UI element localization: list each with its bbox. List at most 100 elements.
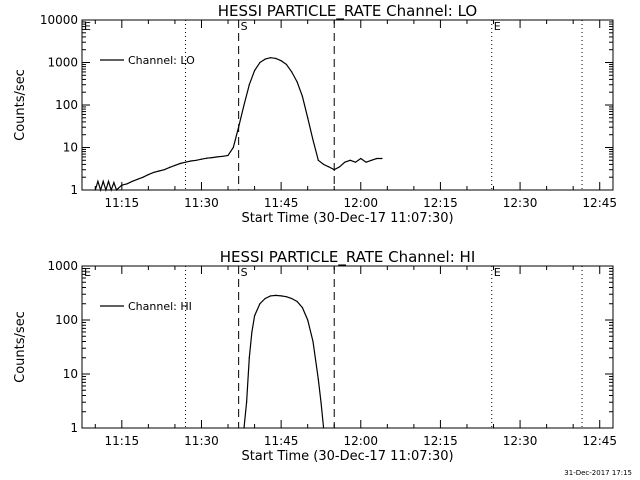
y-tick-label: 100: [55, 98, 78, 112]
data-point: [254, 69, 256, 72]
marker-label: S: [241, 20, 248, 33]
data-point: [259, 303, 261, 305]
plot-frame: [81, 19, 614, 191]
x-tick-label: 11:45: [264, 434, 299, 448]
data-point: [291, 71, 293, 73]
data-point: [376, 157, 378, 160]
data-point: [200, 158, 203, 160]
data-point: [232, 146, 234, 149]
x-tick-label: 11:30: [184, 196, 219, 210]
marker-label: E: [494, 20, 501, 33]
x-tick-label: 12:00: [343, 434, 378, 448]
chart-title: HESSI PARTICLE_RATE Channel: HI: [220, 248, 476, 267]
data-point: [275, 57, 277, 60]
x-axis-label: Start Time (30-Dec-17 11:07:30): [241, 211, 453, 226]
data-point: [301, 307, 303, 309]
data-point: [264, 58, 266, 60]
data-point: [291, 297, 293, 300]
x-tick-label: 12:30: [503, 434, 538, 448]
data-point: [275, 294, 277, 296]
x-tick-label: 12:00: [343, 196, 378, 210]
data-point: [248, 84, 250, 86]
plot-timestamp: 31-Dec-2017 17:15: [564, 469, 632, 477]
data-point: [169, 166, 171, 168]
data-point: [307, 319, 309, 321]
y-tick-label: 1000: [47, 56, 78, 70]
data-point: [174, 164, 176, 166]
data-point: [97, 180, 99, 182]
data-point: [126, 183, 128, 185]
data-point: [312, 139, 314, 141]
marker-label: E: [494, 266, 501, 279]
data-point: [251, 331, 253, 333]
x-tick-label: 12:15: [423, 196, 458, 210]
y-tick-label: 10000: [40, 13, 78, 27]
data-point: [296, 300, 298, 303]
data-point: [238, 126, 240, 128]
y-tick-label: 1000: [47, 259, 78, 273]
data-point: [227, 154, 229, 157]
x-tick-label: 12:30: [503, 196, 538, 210]
data-point: [338, 166, 341, 168]
y-tick-label: 10: [63, 367, 78, 381]
data-point: [328, 166, 330, 168]
data-point: [264, 297, 266, 300]
data-point: [269, 57, 272, 59]
data-point: [323, 163, 325, 165]
marker-label: E: [84, 266, 91, 279]
x-tick-label: 11:15: [105, 196, 140, 210]
data-point: [131, 180, 133, 182]
data-point: [307, 117, 309, 119]
data-point: [301, 95, 303, 97]
x-axis-label: Start Time (30-Dec-17 11:07:30): [241, 449, 453, 464]
x-tick-label: 11:45: [264, 196, 299, 210]
data-point: [142, 176, 144, 178]
data-point: [312, 340, 314, 343]
data-point: [246, 401, 248, 403]
x-tick-label: 12:15: [423, 434, 458, 448]
y-axis-label: Counts/sec: [13, 69, 28, 141]
data-point: [211, 157, 213, 159]
y-tick-label: 1: [70, 421, 78, 435]
data-point: [137, 178, 139, 180]
x-tick-label: 12:45: [582, 434, 617, 448]
data-point: [254, 315, 256, 317]
data-point: [317, 159, 319, 161]
y-tick-label: 10: [63, 141, 78, 155]
data-point: [102, 180, 104, 182]
y-tick-label: 100: [55, 313, 78, 327]
data-point: [280, 295, 282, 297]
plot-frame: [81, 265, 614, 429]
data-point: [153, 171, 155, 173]
data-point: [190, 160, 192, 162]
data-point: [323, 427, 325, 429]
y-tick-label: 1: [70, 183, 78, 197]
legend-label: Channel: HI: [128, 300, 192, 313]
data-point: [222, 155, 224, 157]
data-point: [121, 184, 123, 186]
data-point: [94, 189, 96, 191]
legend-label: Channel: LO: [128, 54, 195, 67]
data-point: [349, 159, 351, 161]
data-point: [113, 181, 115, 184]
x-tick-label: 11:15: [105, 434, 140, 448]
data-point: [344, 161, 346, 163]
data-point: [381, 157, 383, 160]
data-point: [163, 169, 165, 171]
data-point: [195, 159, 197, 161]
data-point: [354, 161, 357, 163]
data-point: [365, 161, 367, 163]
data-point: [216, 156, 218, 158]
series-line: [243, 294, 325, 429]
data-point: [320, 401, 322, 403]
data-point: [147, 174, 149, 176]
data-point: [360, 157, 362, 160]
data-point: [110, 189, 112, 191]
y-axis-label: Counts/sec: [13, 311, 28, 383]
data-point: [158, 170, 160, 172]
panel-hi: HESSI PARTICLE_RATE Channel: HI Counts/se…: [13, 248, 617, 464]
chart-title: HESSI PARTICLE_RATE Channel: LO: [218, 2, 477, 21]
marker-label: E: [84, 20, 91, 33]
data-point: [248, 357, 250, 359]
x-tick-label: 11:30: [184, 434, 219, 448]
